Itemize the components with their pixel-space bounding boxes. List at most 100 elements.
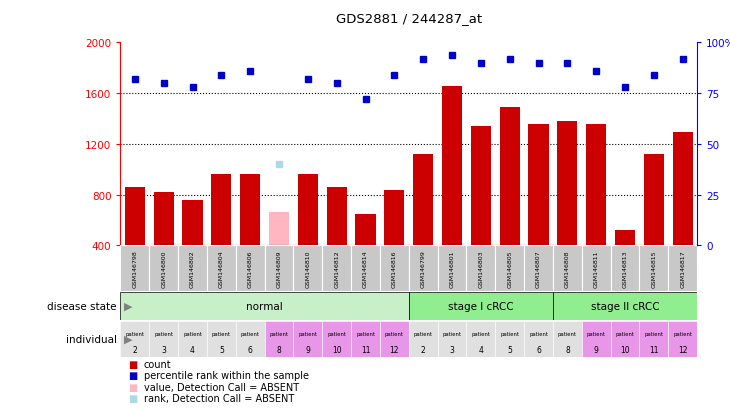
Text: ▶: ▶ (124, 334, 133, 344)
Bar (669, 321, 697, 357)
Bar (495, 246, 524, 291)
Text: GSM146798: GSM146798 (132, 249, 137, 287)
Bar (409, 321, 437, 357)
Bar (351, 321, 380, 357)
Text: GSM146799: GSM146799 (420, 249, 426, 287)
Text: GSM146811: GSM146811 (593, 250, 599, 287)
Text: patient: patient (356, 331, 375, 336)
Text: GSM146815: GSM146815 (651, 250, 656, 287)
Text: patient: patient (587, 331, 606, 336)
Text: 10: 10 (620, 345, 630, 354)
Text: 6: 6 (536, 345, 541, 354)
Bar (471, 127, 491, 246)
Text: patient: patient (212, 331, 231, 336)
Text: 5: 5 (507, 345, 512, 354)
Bar (351, 246, 380, 291)
Bar (582, 321, 610, 357)
Text: 5: 5 (219, 345, 224, 354)
Text: 11: 11 (361, 345, 370, 354)
Text: GSM146808: GSM146808 (565, 250, 570, 287)
Bar (409, 246, 437, 291)
Text: ■: ■ (128, 359, 137, 369)
Text: GSM146804: GSM146804 (219, 250, 224, 287)
Text: normal: normal (246, 301, 283, 311)
Text: 3: 3 (450, 345, 455, 354)
Bar (207, 321, 236, 357)
Text: 4: 4 (478, 345, 483, 354)
Text: GSM146801: GSM146801 (450, 250, 455, 287)
Text: GSM146816: GSM146816 (392, 250, 397, 287)
Text: GSM146810: GSM146810 (305, 250, 310, 287)
Bar (120, 321, 149, 357)
Text: patient: patient (299, 331, 318, 336)
Bar (553, 246, 582, 291)
Text: patient: patient (500, 331, 519, 336)
Text: 9: 9 (593, 345, 599, 354)
Text: 12: 12 (390, 345, 399, 354)
Text: patient: patient (327, 331, 346, 336)
Text: stage II cRCC: stage II cRCC (591, 301, 659, 311)
Text: 4: 4 (190, 345, 195, 354)
Bar (182, 200, 203, 246)
Text: GSM146805: GSM146805 (507, 250, 512, 287)
Text: 9: 9 (305, 345, 310, 354)
Bar (495, 321, 524, 357)
Bar (236, 321, 264, 357)
Text: patient: patient (126, 331, 145, 336)
Text: count: count (144, 359, 172, 369)
Bar (178, 321, 207, 357)
Text: patient: patient (615, 331, 634, 336)
Bar (153, 192, 174, 246)
Bar (610, 246, 639, 291)
Bar (438, 321, 466, 357)
Bar (356, 214, 376, 246)
Text: GSM146812: GSM146812 (334, 250, 339, 287)
Text: disease state: disease state (47, 301, 117, 311)
Bar (557, 122, 577, 246)
Bar (672, 133, 693, 246)
Text: rank, Detection Call = ABSENT: rank, Detection Call = ABSENT (144, 393, 294, 403)
Bar (615, 230, 635, 246)
Bar (178, 246, 207, 291)
Text: GSM146806: GSM146806 (247, 250, 253, 287)
Bar (120, 292, 409, 320)
Text: individual: individual (66, 334, 117, 344)
Text: 6: 6 (247, 345, 253, 354)
Bar (125, 188, 145, 246)
Text: stage I cRCC: stage I cRCC (448, 301, 514, 311)
Text: GSM146813: GSM146813 (623, 250, 628, 287)
Bar (669, 246, 697, 291)
Text: patient: patient (154, 331, 173, 336)
Text: GSM146814: GSM146814 (363, 250, 368, 287)
Bar (524, 246, 553, 291)
Text: value, Detection Call = ABSENT: value, Detection Call = ABSENT (144, 382, 299, 392)
Text: GSM146803: GSM146803 (478, 250, 483, 287)
Text: patient: patient (241, 331, 260, 336)
Bar (293, 321, 322, 357)
Text: 10: 10 (332, 345, 342, 354)
Text: 8: 8 (565, 345, 570, 354)
Bar (293, 246, 322, 291)
Bar (639, 246, 669, 291)
Bar (553, 292, 697, 320)
Bar (149, 246, 178, 291)
Bar (499, 108, 520, 246)
Bar (553, 321, 582, 357)
Bar (586, 124, 607, 246)
Bar (236, 246, 264, 291)
Bar (298, 175, 318, 246)
Bar (466, 321, 495, 357)
Bar (149, 321, 178, 357)
Text: patient: patient (442, 331, 461, 336)
Text: patient: patient (385, 331, 404, 336)
Text: GDS2881 / 244287_at: GDS2881 / 244287_at (336, 12, 482, 25)
Bar (207, 246, 236, 291)
Text: percentile rank within the sample: percentile rank within the sample (144, 370, 309, 380)
Bar (264, 246, 293, 291)
Bar (326, 188, 347, 246)
Bar (524, 321, 553, 357)
Bar (610, 321, 639, 357)
Text: ■: ■ (128, 370, 137, 380)
Bar (264, 321, 293, 357)
Bar (413, 154, 434, 246)
